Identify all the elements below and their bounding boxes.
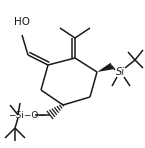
Text: −Si−O−: −Si−O− (8, 111, 46, 119)
Polygon shape (97, 63, 113, 72)
Text: Si: Si (116, 67, 125, 77)
Text: HO: HO (14, 17, 30, 27)
